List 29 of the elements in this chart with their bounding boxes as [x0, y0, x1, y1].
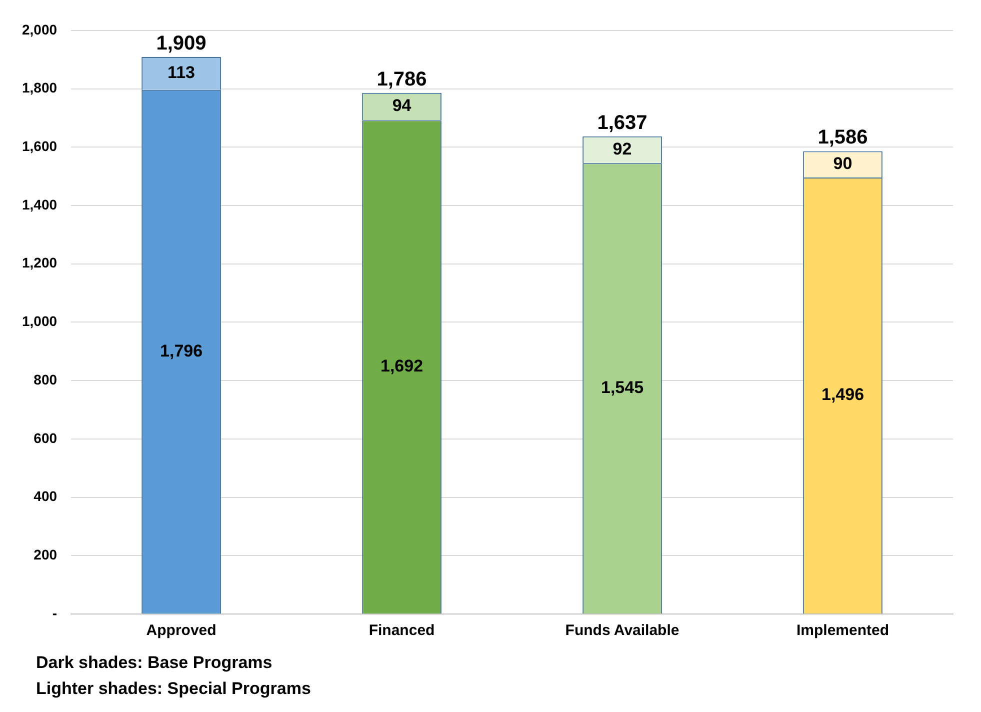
data-label: 1,545	[600, 378, 644, 398]
total-label: 1,586	[818, 126, 868, 149]
y-tick-label: 2,000	[22, 21, 58, 38]
total-label: 1,909	[156, 32, 206, 54]
x-tick-label: Funds Available	[565, 622, 680, 640]
data-label: 113	[168, 63, 195, 82]
data-label: 1,796	[160, 341, 203, 360]
total-label: 1,637	[597, 112, 648, 134]
y-tick-label: 1,200	[22, 254, 58, 271]
x-tick-label: Financed	[368, 622, 435, 640]
y-tick-label: 1,000	[22, 313, 58, 330]
y-tick-label: -	[52, 604, 58, 621]
total-label: 1,786	[376, 68, 427, 90]
y-tick-label: 400	[34, 488, 58, 504]
data-label: 92	[612, 139, 632, 158]
x-tick-label: Approved	[146, 622, 216, 640]
y-tick-label: 1,400	[22, 196, 58, 212]
data-label: 94	[392, 96, 412, 116]
y-tick-label: 1,600	[22, 138, 58, 154]
text: Lighter shades: Special Programs	[36, 678, 312, 700]
x-tick-label: Implemented	[796, 622, 890, 640]
data-label: 90	[833, 154, 852, 174]
data-label: 1,692	[380, 356, 424, 376]
y-tick-label: 600	[34, 430, 58, 446]
y-tick-label: 800	[34, 371, 58, 388]
text: Dark shades: Base Programs	[36, 652, 274, 674]
y-tick-label: 1,800	[22, 80, 58, 96]
y-tick-label: 200	[34, 546, 58, 562]
data-label: 1,496	[821, 385, 864, 404]
